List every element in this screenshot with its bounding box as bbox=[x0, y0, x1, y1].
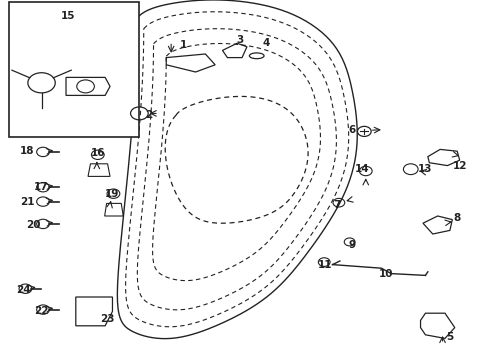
Text: 23: 23 bbox=[100, 314, 115, 324]
Text: 21: 21 bbox=[20, 197, 34, 207]
Bar bbox=[9, 2, 139, 137]
Text: 18: 18 bbox=[20, 146, 34, 156]
Text: 4: 4 bbox=[262, 38, 270, 48]
Text: 13: 13 bbox=[417, 164, 432, 174]
Text: 19: 19 bbox=[105, 189, 120, 199]
Text: 3: 3 bbox=[236, 35, 243, 45]
Text: 17: 17 bbox=[34, 182, 49, 192]
Text: 9: 9 bbox=[348, 240, 355, 250]
Text: 14: 14 bbox=[354, 164, 368, 174]
Text: 1: 1 bbox=[180, 40, 186, 50]
Text: 5: 5 bbox=[446, 332, 452, 342]
Text: 22: 22 bbox=[34, 306, 49, 316]
Text: 11: 11 bbox=[317, 260, 332, 270]
Text: 10: 10 bbox=[378, 269, 393, 279]
Text: 2: 2 bbox=[145, 110, 152, 120]
Text: 15: 15 bbox=[61, 11, 76, 21]
Text: 16: 16 bbox=[90, 148, 105, 158]
Text: 8: 8 bbox=[453, 213, 460, 223]
Text: 24: 24 bbox=[16, 285, 31, 295]
Text: 7: 7 bbox=[333, 200, 341, 210]
Text: 6: 6 bbox=[348, 125, 355, 135]
Text: 12: 12 bbox=[451, 161, 466, 171]
Text: 20: 20 bbox=[26, 220, 41, 230]
